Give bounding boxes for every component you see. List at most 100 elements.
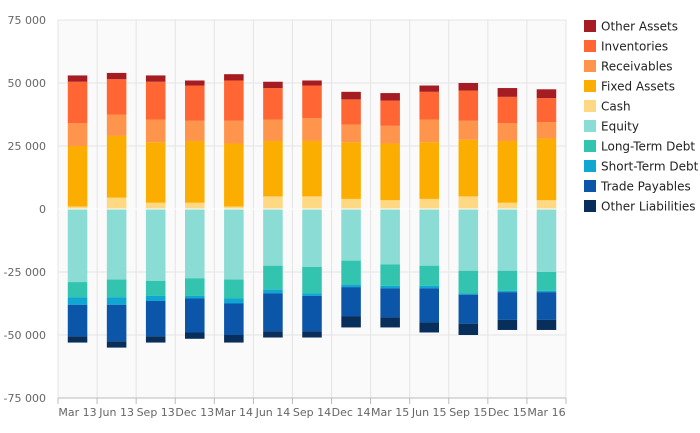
bar-segment-other-liabilities[interactable] (263, 331, 283, 338)
bar-segment-short-term-debt[interactable] (341, 284, 361, 288)
bar-segment-short-term-debt[interactable] (302, 293, 322, 296)
bar-segment-receivables[interactable] (497, 123, 518, 141)
bar-segment-cash[interactable] (380, 200, 400, 209)
bar-segment-equity[interactable] (497, 209, 518, 271)
bar-segment-long-term-debt[interactable] (302, 266, 322, 294)
legend-item[interactable]: Other Assets (584, 20, 678, 34)
bar-segment-other-assets[interactable] (302, 80, 322, 86)
bar-segment-short-term-debt[interactable] (536, 290, 557, 293)
bar-segment-cash[interactable] (419, 198, 439, 209)
bar-segment-long-term-debt[interactable] (185, 278, 205, 296)
bar-segment-long-term-debt[interactable] (67, 282, 88, 298)
bar-segment-equity[interactable] (224, 209, 244, 280)
bar-segment-long-term-debt[interactable] (263, 265, 283, 290)
bar-segment-short-term-debt[interactable] (67, 297, 88, 305)
bar-segment-other-liabilities[interactable] (185, 332, 205, 339)
bar-segment-other-assets[interactable] (341, 91, 361, 100)
bar-segment-trade-payables[interactable] (380, 288, 400, 318)
bar-segment-other-assets[interactable] (458, 83, 479, 91)
bar-segment-long-term-debt[interactable] (145, 280, 166, 296)
legend-item[interactable]: Inventories (584, 40, 668, 54)
bar-segment-inventories[interactable] (145, 81, 166, 120)
bar-segment-equity[interactable] (458, 209, 479, 271)
bar-segment-trade-payables[interactable] (106, 304, 127, 342)
bar-segment-receivables[interactable] (458, 120, 479, 140)
bar-segment-inventories[interactable] (380, 100, 400, 126)
bar-segment-other-liabilities[interactable] (67, 336, 88, 343)
bar-segment-long-term-debt[interactable] (224, 279, 244, 299)
bar-segment-inventories[interactable] (419, 91, 439, 120)
bar-segment-other-liabilities[interactable] (106, 341, 127, 348)
bar-segment-inventories[interactable] (497, 96, 518, 124)
bar-segment-other-assets[interactable] (224, 74, 244, 81)
bar-segment-short-term-debt[interactable] (224, 298, 244, 304)
bar-segment-fixed-assets[interactable] (185, 140, 205, 203)
legend-item[interactable]: Long-Term Debt (584, 140, 695, 154)
bar-segment-other-assets[interactable] (185, 80, 205, 86)
bar-segment-fixed-assets[interactable] (67, 146, 88, 207)
bar-segment-short-term-debt[interactable] (380, 285, 400, 289)
bar-segment-long-term-debt[interactable] (536, 272, 557, 291)
bar-segment-receivables[interactable] (145, 119, 166, 143)
legend-item[interactable]: Equity (584, 120, 639, 134)
bar-segment-other-liabilities[interactable] (341, 316, 361, 328)
bar-segment-inventories[interactable] (106, 79, 127, 115)
bar-segment-fixed-assets[interactable] (380, 143, 400, 201)
bar-segment-cash[interactable] (302, 196, 322, 209)
bar-segment-receivables[interactable] (263, 119, 283, 141)
bar-segment-cash[interactable] (145, 202, 166, 209)
bar-segment-other-liabilities[interactable] (224, 335, 244, 343)
bar-segment-receivables[interactable] (302, 118, 322, 141)
bar-segment-equity[interactable] (341, 209, 361, 261)
legend-item[interactable]: Short-Term Debt (584, 160, 699, 174)
bar-segment-fixed-assets[interactable] (263, 140, 283, 197)
bar-segment-short-term-debt[interactable] (458, 293, 479, 295)
bar-segment-other-assets[interactable] (536, 89, 557, 99)
bar-segment-cash[interactable] (458, 196, 479, 209)
bar-segment-inventories[interactable] (263, 88, 283, 120)
bar-segment-other-liabilities[interactable] (536, 319, 557, 330)
bar-segment-fixed-assets[interactable] (536, 138, 557, 201)
bar-segment-other-assets[interactable] (145, 75, 166, 82)
bar-segment-inventories[interactable] (341, 99, 361, 125)
bar-segment-equity[interactable] (536, 209, 557, 272)
bar-segment-receivables[interactable] (67, 123, 88, 146)
bar-segment-cash[interactable] (106, 197, 127, 209)
bar-segment-other-liabilities[interactable] (458, 323, 479, 335)
bar-segment-fixed-assets[interactable] (302, 140, 322, 197)
bar-segment-receivables[interactable] (224, 120, 244, 144)
bar-segment-equity[interactable] (302, 209, 322, 267)
bar-segment-trade-payables[interactable] (458, 294, 479, 324)
bar-segment-equity[interactable] (419, 209, 439, 266)
bar-segment-inventories[interactable] (302, 85, 322, 119)
bar-segment-cash[interactable] (341, 198, 361, 209)
bar-segment-fixed-assets[interactable] (341, 142, 361, 199)
legend-item[interactable]: Receivables (584, 60, 673, 74)
bar-segment-equity[interactable] (380, 209, 400, 265)
legend-item[interactable]: Cash (584, 100, 631, 114)
bar-segment-fixed-assets[interactable] (145, 142, 166, 203)
bar-segment-inventories[interactable] (536, 98, 557, 123)
bar-segment-fixed-assets[interactable] (497, 140, 518, 203)
bar-segment-trade-payables[interactable] (341, 287, 361, 317)
legend-item[interactable]: Fixed Assets (584, 80, 675, 94)
bar-segment-other-liabilities[interactable] (302, 331, 322, 338)
bar-segment-other-liabilities[interactable] (145, 336, 166, 343)
bar-segment-long-term-debt[interactable] (380, 264, 400, 286)
bar-segment-receivables[interactable] (185, 120, 205, 141)
bar-segment-fixed-assets[interactable] (106, 135, 127, 198)
bar-segment-cash[interactable] (224, 206, 244, 209)
bar-segment-equity[interactable] (263, 209, 283, 266)
bar-segment-trade-payables[interactable] (145, 300, 166, 337)
bar-segment-long-term-debt[interactable] (341, 260, 361, 285)
legend-item[interactable]: Trade Payables (584, 180, 691, 194)
bar-segment-other-liabilities[interactable] (380, 317, 400, 328)
legend-item[interactable]: Other Liabilities (584, 200, 696, 214)
bar-segment-other-liabilities[interactable] (497, 319, 518, 330)
bar-segment-cash[interactable] (67, 206, 88, 209)
bar-segment-equity[interactable] (106, 209, 127, 280)
bar-segment-long-term-debt[interactable] (458, 270, 479, 294)
bar-segment-equity[interactable] (67, 209, 88, 283)
bar-segment-trade-payables[interactable] (302, 295, 322, 332)
bar-segment-cash[interactable] (536, 200, 557, 209)
